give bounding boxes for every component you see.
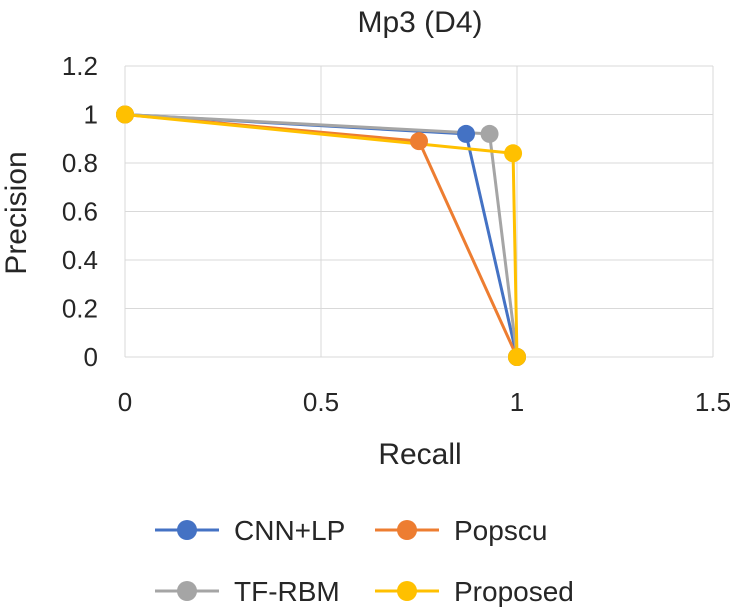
data-point-tf-rbm-1: [480, 124, 499, 143]
x-tick-label: 1: [510, 387, 524, 417]
y-tick-labels: 0 0.2 0.4 0.6 0.8 1 1.2: [62, 51, 98, 372]
legend-marker-tf-rbm: [177, 581, 197, 601]
y-tick-label: 0.4: [62, 245, 98, 275]
x-tick-label: 0.5: [303, 387, 339, 417]
data-point-proposed-0: [116, 105, 134, 124]
y-tick-label: 1: [84, 100, 98, 130]
x-tick-label: 1.5: [695, 387, 731, 417]
legend-item-popscu: Popscu: [375, 515, 547, 546]
x-axis-title: Recall: [378, 438, 461, 471]
y-tick-label: 0.6: [62, 197, 98, 227]
legend-label-popscu: Popscu: [454, 515, 547, 546]
y-tick-label: 0: [84, 342, 98, 372]
y-tick-label: 0.8: [62, 148, 98, 178]
legend-item-tf-rbm: TF-RBM: [155, 576, 340, 607]
legend-marker-proposed: [397, 581, 417, 601]
data-point-proposed-2: [508, 348, 526, 366]
legend-label-proposed: Proposed: [454, 576, 574, 607]
x-tick-labels: 0 0.5 1 1.5: [118, 387, 731, 417]
gridlines: [124, 65, 714, 358]
data-point-popscu-1: [410, 132, 428, 151]
legend-label-cnn-lp: CNN+LP: [234, 515, 345, 546]
y-axis-title: Precision: [0, 151, 33, 274]
legend-marker-popscu: [397, 520, 417, 540]
y-tick-label: 1.2: [62, 51, 98, 81]
legend-marker-cnn-lp: [177, 520, 197, 540]
data-point-proposed-1: [504, 144, 523, 163]
data-point-cnn-lp-1: [457, 124, 476, 143]
series-markers: [116, 105, 526, 366]
legend-label-tf-rbm: TF-RBM: [234, 576, 340, 607]
legend-item-proposed: Proposed: [375, 576, 574, 607]
legend-item-cnn-lp: CNN+LP: [155, 515, 345, 546]
legend: CNN+LP Popscu TF-RBM Proposed: [155, 515, 574, 607]
x-tick-label: 0: [118, 387, 132, 417]
y-tick-label: 0.2: [62, 294, 98, 324]
chart-title: Mp3 (D4): [357, 6, 482, 39]
